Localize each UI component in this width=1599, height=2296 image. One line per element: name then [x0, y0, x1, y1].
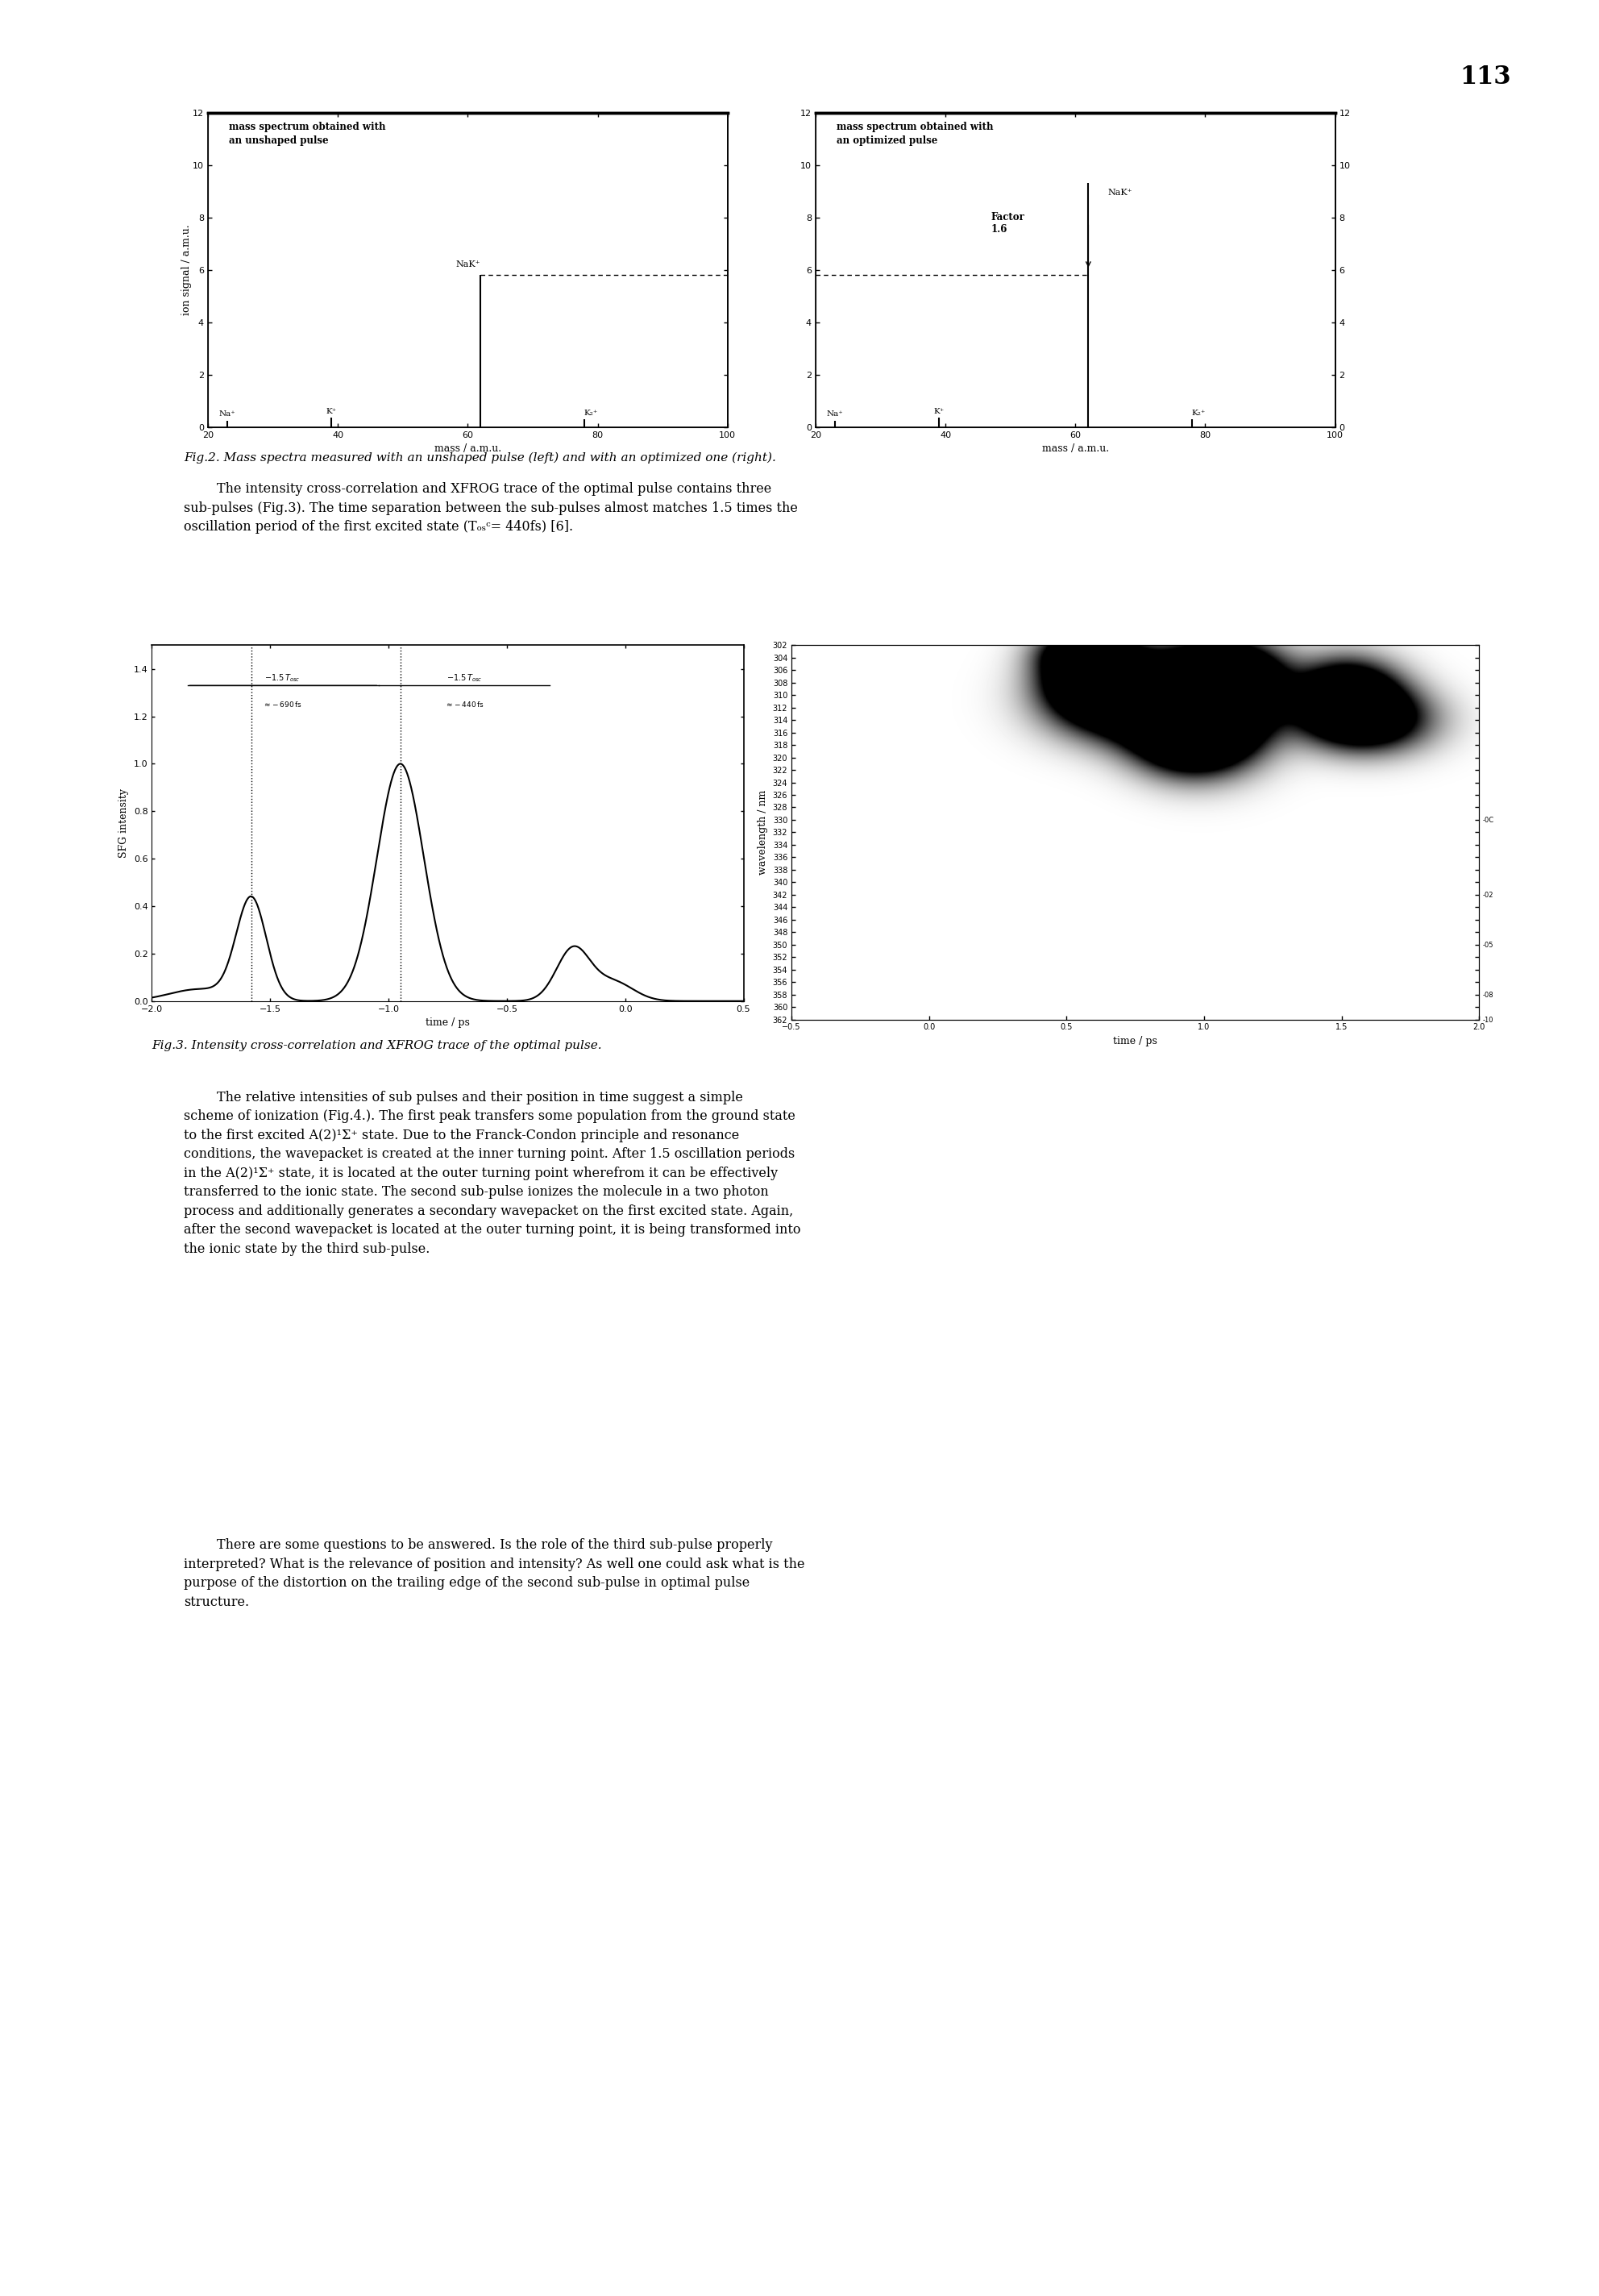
Text: mass spectrum obtained with
an optimized pulse: mass spectrum obtained with an optimized…	[836, 122, 993, 147]
Text: K⁺: K⁺	[934, 409, 945, 416]
Text: K⁺: K⁺	[326, 409, 337, 416]
Text: Fig.3. Intensity cross-correlation and XFROG trace of the optimal pulse.: Fig.3. Intensity cross-correlation and X…	[152, 1040, 603, 1052]
Text: There are some questions to be answered. Is the role of the third sub-pulse prop: There are some questions to be answered.…	[184, 1538, 804, 1609]
Y-axis label: wavelength / nm: wavelength / nm	[758, 790, 768, 875]
Text: NaK⁺: NaK⁺	[456, 259, 480, 269]
Text: The intensity cross-correlation and XFROG trace of the optimal pulse contains th: The intensity cross-correlation and XFRO…	[184, 482, 798, 533]
X-axis label: time / ps: time / ps	[425, 1017, 470, 1029]
Text: K₂⁺: K₂⁺	[1191, 409, 1206, 416]
X-axis label: mass / a.m.u.: mass / a.m.u.	[1043, 443, 1108, 455]
Y-axis label: ion signal / a.m.u.: ion signal / a.m.u.	[181, 225, 192, 315]
Text: $\approx\!-440\,\mathrm{fs}$: $\approx\!-440\,\mathrm{fs}$	[445, 700, 484, 709]
Text: Factor
1.6: Factor 1.6	[991, 211, 1025, 234]
Text: K₂⁺: K₂⁺	[584, 409, 598, 416]
Text: $-1.5\,T_{osc}$: $-1.5\,T_{osc}$	[446, 673, 483, 684]
Text: Na⁺: Na⁺	[827, 411, 843, 418]
Text: Fig.2. Mass spectra measured with an unshaped pulse (left) and with an optimized: Fig.2. Mass spectra measured with an uns…	[184, 452, 776, 464]
Text: Na⁺: Na⁺	[219, 411, 235, 418]
Text: NaK⁺: NaK⁺	[1108, 188, 1132, 197]
Text: $\approx\!-690\,\mathrm{fs}$: $\approx\!-690\,\mathrm{fs}$	[262, 700, 302, 709]
Text: mass spectrum obtained with
an unshaped pulse: mass spectrum obtained with an unshaped …	[229, 122, 385, 147]
X-axis label: mass / a.m.u.: mass / a.m.u.	[435, 443, 500, 455]
X-axis label: time / ps: time / ps	[1113, 1035, 1158, 1047]
Text: $-1.5\,T_{osc}$: $-1.5\,T_{osc}$	[264, 673, 301, 684]
Text: The relative intensities of sub pulses and their position in time suggest a simp: The relative intensities of sub pulses a…	[184, 1091, 801, 1256]
Text: 113: 113	[1460, 64, 1511, 90]
Y-axis label: SFG intensity: SFG intensity	[118, 788, 130, 859]
